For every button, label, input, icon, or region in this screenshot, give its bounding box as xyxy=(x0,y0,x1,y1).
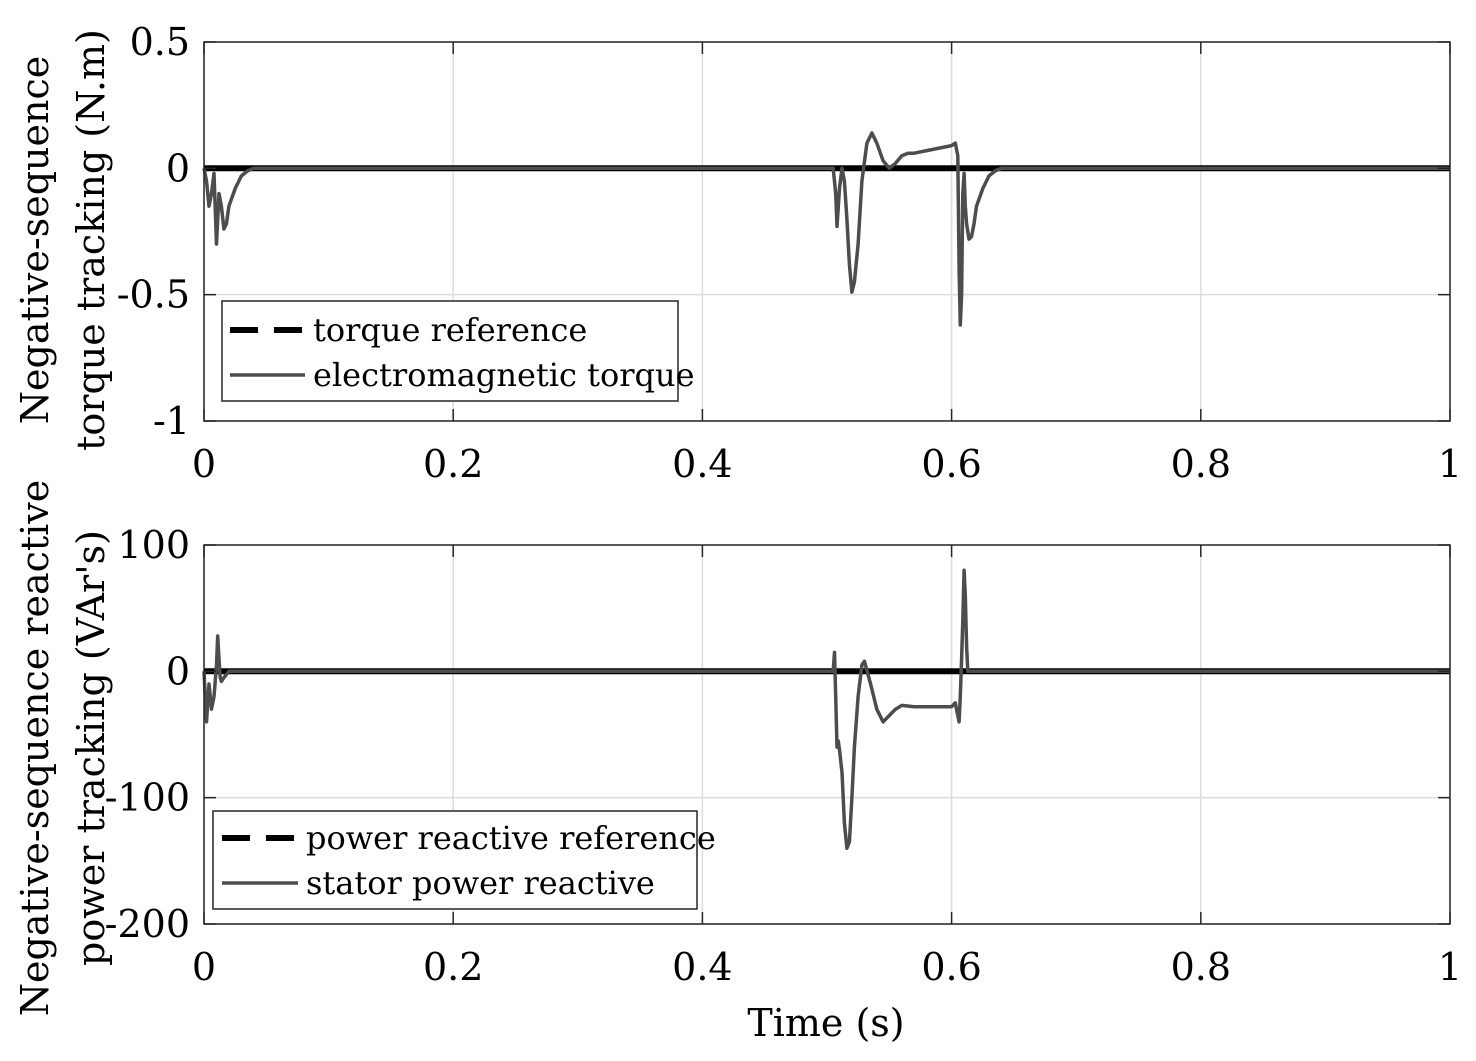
top-xtick-label: 0.8 xyxy=(1171,442,1231,486)
top-ytick-label: 0.5 xyxy=(130,20,190,64)
top-ticks: 0 0.2 0.4 0.6 0.8 1 0.5 0 -0.5 -1 xyxy=(117,20,1462,486)
bottom-legend-ref-label: power reactive reference xyxy=(306,819,716,857)
bottom-xtick-label: 1 xyxy=(1438,945,1462,989)
top-xtick-label: 0.2 xyxy=(423,442,483,486)
bottom-xtick-label: 0.2 xyxy=(423,945,483,989)
bottom-legend-box xyxy=(212,810,698,910)
bottom-xtick-label: 0 xyxy=(192,945,216,989)
bottom-legend: power reactive reference stator power re… xyxy=(212,810,716,910)
top-legend-box xyxy=(221,300,679,402)
bottom-ylabel-line-2: power tracking (VAr's) xyxy=(69,530,113,966)
top-axes-box xyxy=(203,41,1451,422)
top-series-measured-line xyxy=(202,131,1450,327)
top-ytick-label: -1 xyxy=(153,399,190,443)
bottom-series-measured-line xyxy=(202,568,1450,850)
top-xtick-label: 0 xyxy=(192,442,216,486)
top-xtick-label: 0.4 xyxy=(672,442,732,486)
bottom-ticks: 0 0.2 0.4 0.6 0.8 1 100 0 -100 -200 xyxy=(105,523,1462,989)
top-legend: torque reference electromagnetic torque xyxy=(221,300,695,402)
bottom-ytick-label: 0 xyxy=(166,649,190,693)
top-xtick-label: 0.6 xyxy=(921,442,981,486)
top-ytick-label: 0 xyxy=(166,146,190,190)
bottom-series-group xyxy=(202,568,1450,850)
bottom-panel: 0 0.2 0.4 0.6 0.8 1 100 0 -100 -200 Negative-sequ… xyxy=(13,480,1462,1045)
top-legend-ref-label: torque reference xyxy=(313,311,587,349)
bottom-ylabel-line-1: Negative-sequence reactive xyxy=(13,480,57,1017)
bottom-ytick-label: -100 xyxy=(105,776,190,820)
top-panel: 0 0.2 0.4 0.6 0.8 1 0.5 0 -0.5 -1 Negative-sequen… xyxy=(13,20,1462,486)
bottom-legend-meas-label: stator power reactive xyxy=(306,864,655,902)
bottom-ytick-label: 100 xyxy=(117,523,190,567)
top-ytick-label: -0.5 xyxy=(117,273,190,317)
top-ylabel-line-2: torque tracking (N.m) xyxy=(69,29,113,451)
bottom-ytick-label: -200 xyxy=(105,902,190,946)
bottom-xtick-label: 0.6 xyxy=(921,945,981,989)
bottom-axes-box xyxy=(203,544,1451,925)
top-ylabel-line-1: Negative-sequence xyxy=(13,56,57,424)
top-series-group xyxy=(202,131,1450,327)
bottom-xlabel: Time (s) xyxy=(747,1001,904,1045)
top-legend-meas-label: electromagnetic torque xyxy=(313,356,695,394)
top-xtick-label: 1 xyxy=(1438,442,1462,486)
bottom-xtick-label: 0.4 xyxy=(672,945,732,989)
bottom-xtick-label: 0.8 xyxy=(1171,945,1231,989)
